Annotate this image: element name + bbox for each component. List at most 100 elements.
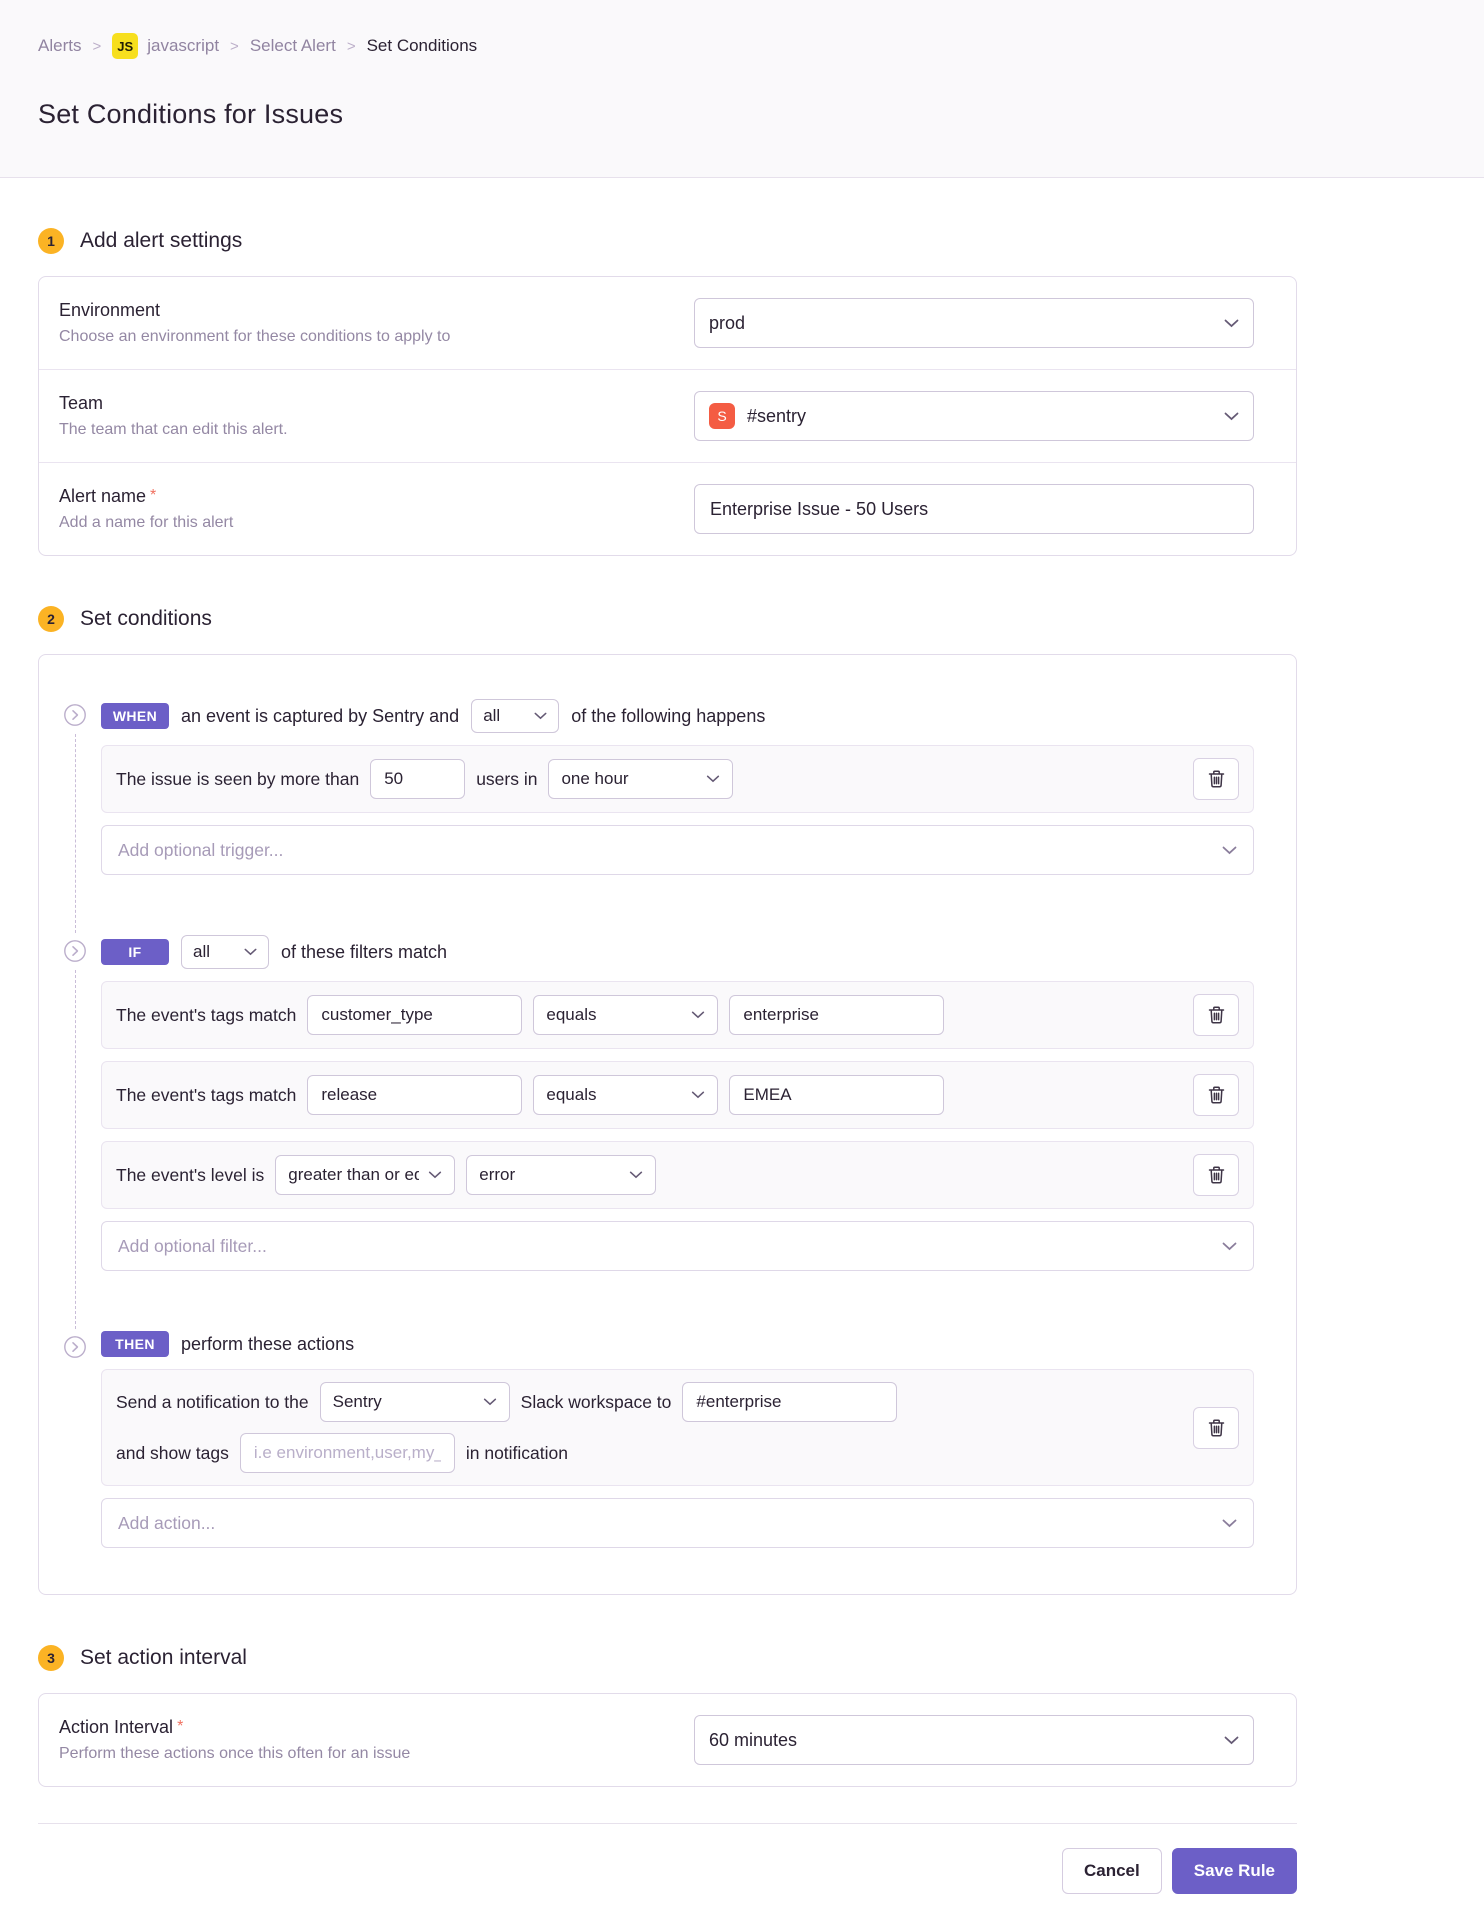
condition-text-middle: users in (476, 768, 538, 789)
section-set-action-interval-heading: 3 Set action interval (38, 1645, 1297, 1671)
action-interval-select[interactable]: 60 minutes (694, 1715, 1254, 1765)
add-action-select[interactable]: Add action... (101, 1498, 1254, 1548)
action-text-1: Send a notification to the (116, 1391, 309, 1412)
alert-settings-card: Environment Choose an environment for th… (38, 276, 1297, 556)
alert-name-label-text: Alert name (59, 486, 147, 506)
section-add-alert-settings-heading: 1 Add alert settings (38, 228, 1297, 254)
team-select[interactable]: S #sentry (694, 391, 1254, 441)
if-text-after: of these filters match (281, 941, 448, 962)
workspace-select[interactable]: Sentry (319, 1382, 510, 1422)
action-text-4: in notification (465, 1442, 569, 1463)
add-optional-filter-select[interactable]: Add optional filter... (101, 1221, 1254, 1271)
action-text-3: and show tags (116, 1442, 229, 1463)
chevron-down-icon (1222, 1242, 1237, 1250)
trash-icon (1208, 1086, 1224, 1104)
condition-text-before: The issue is seen by more than (116, 768, 360, 789)
delete-action-button[interactable] (1193, 1406, 1239, 1449)
conditions-card: WHEN an event is captured by Sentry and … (38, 654, 1297, 1595)
step-connector-line (74, 734, 76, 933)
breadcrumb-separator: > (92, 37, 102, 55)
interval-select[interactable]: one hour (548, 759, 734, 799)
filter-label: The event's level is (116, 1164, 265, 1185)
delete-filter-button[interactable] (1193, 1074, 1239, 1116)
filter-label: The event's tags match (116, 1004, 297, 1025)
when-step: WHEN an event is captured by Sentry and … (64, 699, 1254, 935)
environment-description: Choose an environment for these conditio… (59, 328, 451, 345)
environment-select[interactable]: prod (694, 298, 1254, 348)
section-1-title: Add alert settings (80, 229, 243, 252)
required-asterisk: * (177, 1718, 184, 1735)
slack-channel-input[interactable] (682, 1382, 898, 1422)
add-filter-placeholder: Add optional filter... (118, 1235, 267, 1256)
team-row: Team The team that can edit this alert. … (39, 369, 1296, 462)
action-interval-value: 60 minutes (709, 1729, 798, 1750)
alert-name-label: Alert name * (59, 486, 233, 507)
level-operator-value: greater than or equ (288, 1165, 420, 1184)
operator-value: equals (546, 1005, 597, 1024)
chevron-down-icon (692, 1011, 705, 1019)
breadcrumb-project[interactable]: JS javascript (112, 33, 219, 59)
show-tags-input[interactable] (239, 1433, 455, 1473)
then-badge: THEN (101, 1331, 169, 1357)
trash-icon (1208, 1166, 1224, 1184)
chevron-circle-icon (64, 704, 86, 726)
alert-name-row: Alert name * Add a name for this alert (39, 462, 1296, 555)
user-count-input[interactable] (370, 759, 466, 799)
filter-row: The event's tags match equals (101, 981, 1254, 1049)
filter-row: The event's level is greater than or equ… (101, 1141, 1254, 1209)
cancel-button[interactable]: Cancel (1061, 1848, 1162, 1894)
level-operator-select[interactable]: greater than or equ (275, 1155, 456, 1195)
chevron-down-icon (483, 1398, 496, 1406)
tag-key-input[interactable] (307, 1075, 523, 1115)
tag-value-input[interactable] (729, 995, 945, 1035)
operator-select[interactable]: equals (533, 1075, 719, 1115)
chevron-down-icon (692, 1091, 705, 1099)
add-trigger-placeholder: Add optional trigger... (118, 839, 284, 860)
action-interval-description: Perform these actions once this often fo… (59, 1745, 411, 1762)
level-value: error (479, 1165, 516, 1184)
filter-label: The event's tags match (116, 1084, 297, 1105)
chevron-circle-icon (64, 1336, 86, 1358)
filter-row: The event's tags match equals (101, 1061, 1254, 1129)
operator-select[interactable]: equals (533, 995, 719, 1035)
interval-value: one hour (561, 769, 629, 788)
step-connector-line (74, 970, 76, 1329)
breadcrumb-project-label[interactable]: javascript (147, 36, 220, 55)
breadcrumb: Alerts > JS javascript > Select Alert > … (38, 33, 1446, 59)
when-text-after: of the following happens (571, 705, 766, 726)
save-rule-button[interactable]: Save Rule (1171, 1848, 1297, 1894)
delete-filter-button[interactable] (1193, 1154, 1239, 1196)
level-select[interactable]: error (466, 1155, 657, 1195)
breadcrumb-select-alert[interactable]: Select Alert (249, 36, 336, 55)
breadcrumb-current: Set Conditions (366, 36, 478, 55)
action-interval-card: Action Interval * Perform these actions o… (38, 1693, 1297, 1787)
chevron-down-icon (630, 1171, 643, 1179)
tag-value-input[interactable] (729, 1075, 945, 1115)
alert-name-input[interactable] (694, 484, 1254, 534)
action-interval-label: Action Interval * (59, 1717, 410, 1738)
when-match-value: all (483, 706, 501, 725)
team-avatar: S (709, 403, 735, 429)
add-optional-trigger-select[interactable]: Add optional trigger... (101, 825, 1254, 875)
section-3-title: Set action interval (80, 1646, 247, 1669)
chevron-down-icon (707, 775, 720, 783)
team-label: Team (59, 393, 104, 413)
environment-label: Environment (59, 300, 161, 320)
when-match-select[interactable]: all (471, 699, 560, 733)
step-1-badge: 1 (38, 228, 64, 254)
tag-key-input[interactable] (307, 995, 523, 1035)
chevron-down-icon (1222, 846, 1237, 854)
trash-icon (1208, 770, 1224, 788)
breadcrumb-alerts[interactable]: Alerts (38, 36, 82, 55)
team-select-value: #sentry (747, 405, 807, 426)
delete-trigger-button[interactable] (1193, 758, 1239, 800)
delete-filter-button[interactable] (1193, 994, 1239, 1036)
main-content: 1 Add alert settings Environment Choose … (38, 228, 1297, 1924)
trash-icon (1208, 1006, 1224, 1024)
if-match-select[interactable]: all (181, 935, 269, 969)
step-3-badge: 3 (38, 1645, 64, 1671)
chevron-down-icon (429, 1171, 442, 1179)
javascript-platform-icon: JS (112, 33, 139, 59)
section-2-title: Set conditions (80, 607, 212, 630)
if-badge: IF (101, 939, 169, 965)
